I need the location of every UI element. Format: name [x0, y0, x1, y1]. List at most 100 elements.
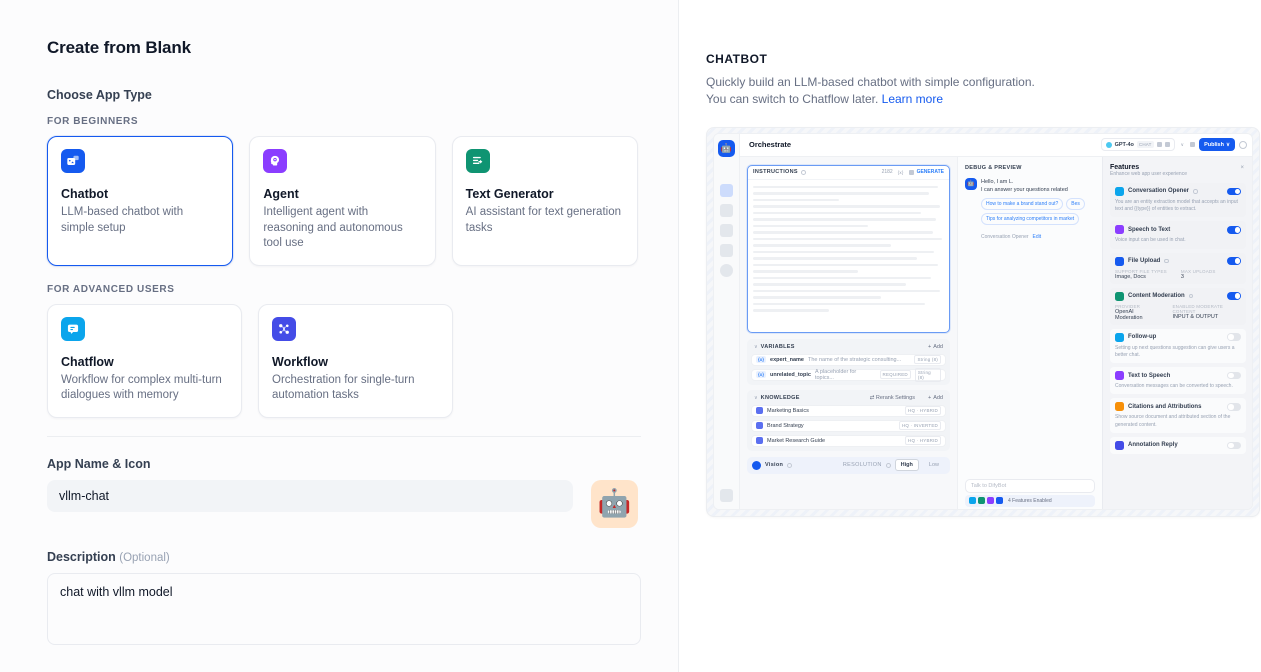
preview-debug-title: DEBUG & PREVIEW	[965, 164, 1022, 171]
description-optional-text: (Optional)	[119, 551, 170, 564]
preview-opener-row: Conversation Opener Edit	[981, 234, 1095, 240]
preview-rail-icon-api	[720, 243, 733, 257]
agent-brain-icon	[263, 149, 288, 173]
preview-feature-kv-value: Image, Docs	[1115, 273, 1146, 280]
chatbot-icon	[61, 149, 85, 173]
description-textarea[interactable]	[47, 572, 641, 645]
plus-icon: +	[927, 394, 932, 401]
preview-feature-file-upload[interactable]: File Upload SUPPORT FILE TYPES Image, Do…	[1110, 252, 1246, 284]
app-type-name: Text Generator	[465, 187, 554, 201]
preview-rail-icon-collapse	[720, 488, 733, 502]
preview-resolution-low[interactable]: Low	[928, 462, 939, 469]
preview-model-selector[interactable]: GPT-4o CHAT	[1100, 138, 1175, 152]
plus-icon: +	[927, 343, 932, 350]
preview-resolution-high[interactable]: High	[894, 459, 919, 472]
preview-suggestion-2[interactable]: Tips for analyzing competitors in market	[981, 212, 1080, 225]
preview-variable-type: String (8)	[914, 355, 941, 365]
close-icon[interactable]: ×	[1240, 164, 1244, 171]
preview-suggestion-3[interactable]: Bes	[1066, 197, 1085, 210]
copy-icon	[908, 169, 914, 175]
preview-feature-kv-key: MAX UPLOADS	[1180, 268, 1216, 274]
preview-opener-edit-button[interactable]: Edit	[1032, 233, 1042, 240]
knowledge-base-icon	[756, 422, 763, 430]
preview-knowledge-row[interactable]: Market Research Guide HQ · HYBRID	[751, 434, 946, 447]
app-type-desc: Orchestration for single-turn automation…	[272, 373, 415, 402]
preview-variable-row[interactable]: {x} expert_name The name of the strategi…	[751, 353, 946, 366]
preview-variable-row[interactable]: {x} unrelated_topic A placeholder for to…	[751, 367, 946, 382]
preview-feature-toggle[interactable]	[1227, 226, 1241, 234]
feature-dot-icon	[996, 497, 1003, 505]
preview-feature-toggle[interactable]	[1227, 403, 1241, 411]
preview-knowledge-section: ∨ KNOWLEDGE ⇄ Rerank Settings + Add	[747, 389, 950, 451]
preview-suggestion-1[interactable]: How to make a brand stand out?	[981, 197, 1064, 210]
preview-feature-name: Speech to Text	[1128, 226, 1171, 233]
preview-feature-toggle[interactable]	[1227, 292, 1241, 300]
preview-feature-toggle[interactable]	[1227, 333, 1241, 341]
preview-rail-icon-settings	[720, 263, 733, 277]
app-name-label: App Name & Icon	[47, 456, 151, 471]
preview-rail-icon-annotations	[720, 223, 733, 237]
preview-feature-toggle[interactable]	[1227, 187, 1241, 196]
variable-tag-icon: {x}	[756, 371, 767, 379]
description-label-text: Description	[47, 549, 116, 564]
preview-chat-input[interactable]: Talk to DifyBot	[965, 478, 1095, 493]
preview-chat-input-placeholder: Talk to DifyBot	[971, 482, 1007, 489]
preview-knowledge-header: ∨ KNOWLEDGE ⇄ Rerank Settings + Add	[751, 392, 946, 405]
preview-features-title: Features	[1110, 163, 1140, 171]
preview-rail-icon-switch	[720, 164, 733, 177]
preview-feature-desc: Voice input can be used in chat.	[1115, 237, 1186, 244]
preview-feature-desc: Setting up next questions suggestion can…	[1115, 344, 1235, 358]
preview-vision-label: Vision	[765, 462, 784, 469]
info-panel-description: Quickly build an LLM-based chatbot with …	[706, 74, 1058, 109]
preview-feature-name: Conversation Opener	[1128, 188, 1190, 195]
preview-feature-speech-to-text[interactable]: Speech to Text Voice input can be used i…	[1110, 221, 1246, 249]
app-type-card-agent[interactable]: Agent Intelligent agent with reasoning a…	[249, 136, 436, 266]
preview-knowledge-row[interactable]: Brand Strategy HQ · INVERTED	[751, 419, 946, 432]
preview-variables-label: VARIABLES	[760, 343, 795, 350]
app-type-card-chatbot[interactable]: Chatbot LLM-based chatbot with simple se…	[47, 136, 234, 266]
create-from-blank-panel: Create from Blank Choose App Type FOR BE…	[47, 0, 679, 672]
preview-instructions-count: 2182	[881, 169, 893, 176]
preview-feature-toggle[interactable]	[1227, 257, 1241, 265]
preview-variable-desc: A placeholder for topics...	[814, 368, 857, 381]
app-name-input[interactable]	[47, 479, 573, 512]
app-type-card-workflow[interactable]: Workflow Orchestration for single-turn a…	[258, 303, 453, 418]
preview-generate-button[interactable]: GENERATE	[916, 169, 944, 176]
app-type-card-chatflow[interactable]: Chatflow Workflow for complex multi-turn…	[47, 303, 242, 418]
preview-knowledge-add-button[interactable]: + Add	[928, 395, 943, 401]
preview-rerank-settings-button[interactable]: ⇄ Rerank Settings	[869, 394, 915, 401]
preview-knowledge-name: Market Research Guide	[767, 437, 826, 444]
model-provider-icon	[1105, 141, 1112, 148]
preview-variable-desc: The name of the strategic consulting...	[807, 356, 902, 363]
info-icon	[1193, 189, 1198, 194]
app-type-card-text-generator[interactable]: Text Generator AI assistant for text gen…	[451, 136, 638, 266]
preview-feature-kv-key: PROVIDER	[1115, 303, 1141, 309]
description-label: Description (Optional)	[47, 550, 638, 564]
preview-feature-name: File Upload	[1128, 258, 1161, 265]
preview-feature-name: Annotation Reply	[1128, 442, 1178, 449]
preview-publish-button[interactable]: Publish ∨	[1199, 138, 1235, 152]
learn-more-link[interactable]: Learn more	[881, 92, 944, 107]
preview-features-enabled-bar: 4 Features Enabled	[965, 494, 1095, 507]
preview-feature-toggle[interactable]	[1227, 371, 1241, 380]
feature-dot-icon	[978, 497, 985, 505]
preview-knowledge-row[interactable]: Marketing Basics HQ · HYBRID	[751, 404, 946, 417]
preview-feature-citations[interactable]: Citations and Attributions Show source d…	[1110, 398, 1246, 433]
preview-feature-follow-up[interactable]: Follow-up Setting up next questions sugg…	[1110, 328, 1246, 364]
preview-feature-annotation-reply[interactable]: Annotation Reply	[1110, 436, 1246, 454]
app-icon-picker[interactable]: 🤖	[590, 479, 638, 528]
preview-feature-content-moderation[interactable]: Content Moderation PROVIDER OpenAI Moder…	[1110, 287, 1246, 325]
chevron-down-icon: ∨	[754, 343, 758, 350]
preview-feature-kv-value: 3	[1180, 273, 1184, 280]
preview-feature-toggle[interactable]	[1227, 441, 1241, 450]
preview-message-line-1: Hello, I am L.	[981, 178, 1014, 185]
preview-feature-conversation-opener[interactable]: Conversation Opener You are an entity ex…	[1110, 182, 1246, 218]
info-icon	[800, 169, 806, 175]
app-type-name: Agent	[263, 187, 299, 201]
preview-variable-type: String (8)	[914, 367, 941, 382]
preview-variables-header: ∨ VARIABLES + Add	[751, 341, 946, 354]
preview-variables-add-button[interactable]: + Add	[928, 344, 943, 350]
preview-body: INSTRUCTIONS 2182 {x} GENERATE	[740, 156, 1252, 509]
preview-feature-text-to-speech[interactable]: Text to Speech Conversation messages can…	[1110, 367, 1246, 395]
preview-feature-desc: Show source document and attributed sect…	[1115, 414, 1231, 428]
